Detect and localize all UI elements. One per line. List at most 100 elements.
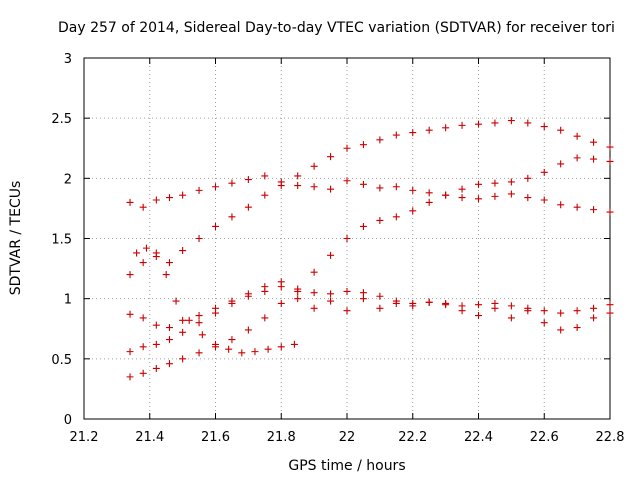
data-point xyxy=(343,307,351,315)
chart-title: Day 257 of 2014, Sidereal Day-to-day VTE… xyxy=(58,20,615,36)
data-point xyxy=(179,247,187,255)
data-point xyxy=(228,179,236,187)
data-point xyxy=(251,348,259,356)
y-axis-label: SDTVAR / TECUs xyxy=(8,181,24,296)
series-track-e xyxy=(126,278,614,334)
data-point xyxy=(359,295,367,303)
data-point xyxy=(573,203,581,211)
data-point xyxy=(557,160,565,168)
y-tick-label: 0 xyxy=(64,413,72,428)
data-point xyxy=(261,172,269,180)
data-point xyxy=(152,321,160,329)
data-point xyxy=(126,198,134,206)
data-point xyxy=(475,195,482,203)
data-point xyxy=(540,319,548,327)
data-point xyxy=(442,124,450,132)
data-point xyxy=(425,298,433,306)
data-point xyxy=(310,268,318,276)
data-point xyxy=(212,222,219,230)
data-point xyxy=(376,216,384,224)
data-point xyxy=(165,324,173,332)
data-point xyxy=(152,196,160,204)
data-point xyxy=(165,194,173,202)
data-point xyxy=(458,194,466,202)
data-point xyxy=(139,369,147,377)
data-point xyxy=(343,235,351,242)
x-tick-label: 22.8 xyxy=(596,430,625,445)
data-point xyxy=(557,309,565,317)
data-point xyxy=(212,340,219,348)
x-tick-label: 21.2 xyxy=(70,430,99,445)
data-point xyxy=(458,307,466,315)
data-point xyxy=(212,183,219,191)
data-point xyxy=(290,340,298,348)
data-point xyxy=(228,297,236,305)
data-point xyxy=(277,299,285,307)
y-tick-label: 2 xyxy=(64,172,72,187)
data-point xyxy=(244,203,252,211)
data-point xyxy=(139,314,147,322)
y-tick-label: 0.5 xyxy=(51,353,72,368)
data-point xyxy=(327,251,335,259)
data-point xyxy=(557,326,565,334)
data-point xyxy=(606,208,614,216)
data-point xyxy=(392,131,400,139)
data-point xyxy=(507,178,515,186)
data-point xyxy=(327,297,335,305)
data-point xyxy=(225,345,233,353)
data-point xyxy=(165,259,173,267)
data-point xyxy=(458,185,466,193)
data-point xyxy=(507,302,515,310)
data-point xyxy=(179,328,187,336)
data-point xyxy=(327,153,335,161)
series-track-d xyxy=(126,283,614,356)
data-point xyxy=(590,138,598,146)
data-point xyxy=(606,143,614,151)
grid xyxy=(84,58,610,419)
data-point xyxy=(590,206,598,214)
data-point xyxy=(425,189,433,197)
x-axis-label: GPS time / hours xyxy=(288,458,405,474)
data-point xyxy=(524,174,532,182)
data-point xyxy=(310,162,318,170)
x-tick-label: 22.4 xyxy=(464,430,493,445)
x-tick-label: 21.8 xyxy=(267,430,296,445)
data-point xyxy=(195,319,203,327)
y-tick-label: 2.5 xyxy=(51,112,72,127)
data-point xyxy=(425,198,433,206)
data-point xyxy=(590,304,598,312)
data-point xyxy=(524,194,532,202)
data-point xyxy=(133,249,141,257)
data-point xyxy=(359,180,367,188)
data-point xyxy=(195,235,203,242)
data-point xyxy=(172,297,180,305)
data-point xyxy=(228,336,236,344)
data-point xyxy=(195,186,203,194)
data-point xyxy=(507,314,515,322)
data-point xyxy=(376,304,384,312)
data-point xyxy=(327,290,335,298)
data-point xyxy=(310,289,318,297)
data-point xyxy=(507,190,515,198)
data-point xyxy=(238,349,246,357)
data-point xyxy=(590,155,598,163)
data-point xyxy=(139,343,147,351)
data-point xyxy=(261,314,269,322)
data-point xyxy=(152,364,160,372)
data-point xyxy=(392,299,400,307)
data-point xyxy=(139,203,147,211)
x-tick-label: 22.6 xyxy=(530,430,559,445)
data-point xyxy=(376,292,384,300)
x-tick-label: 22 xyxy=(339,430,356,445)
data-point xyxy=(152,340,160,348)
y-tick-label: 1 xyxy=(64,293,72,308)
series-track-f xyxy=(133,244,298,357)
data-point xyxy=(359,222,367,230)
data-point xyxy=(590,314,598,322)
data-point xyxy=(343,144,351,152)
data-point xyxy=(606,301,614,309)
x-tick-label: 22.2 xyxy=(398,430,427,445)
series-track-c xyxy=(126,154,614,381)
data-point xyxy=(165,336,173,344)
data-point xyxy=(442,301,450,309)
